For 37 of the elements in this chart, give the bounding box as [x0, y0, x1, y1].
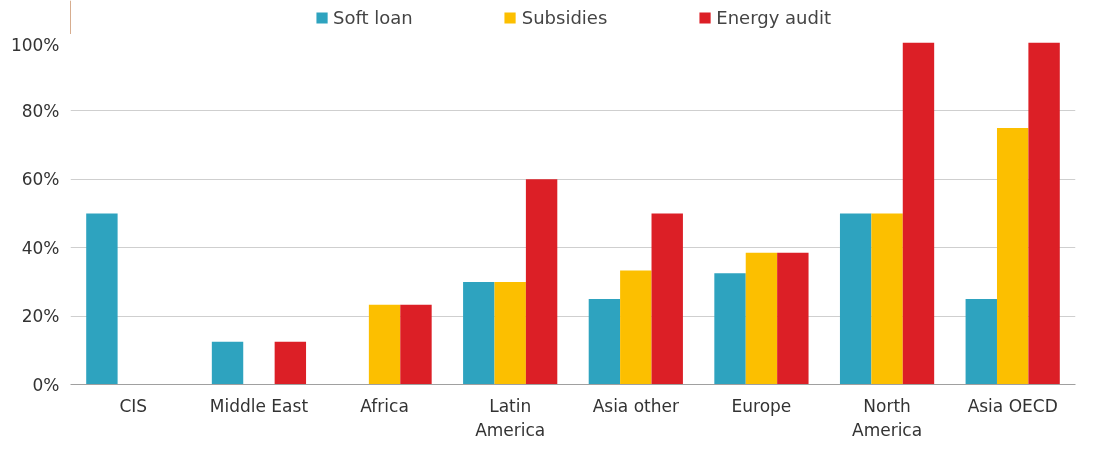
bar [494, 281, 526, 385]
bar [86, 213, 118, 385]
y-tick-label: 100% [10, 34, 60, 55]
bar [400, 304, 432, 385]
bar [714, 273, 746, 385]
x-tick-label: Europe [731, 395, 792, 416]
bar [620, 270, 652, 385]
bar [965, 299, 997, 385]
bar [211, 341, 244, 385]
y-tick-label: 40% [21, 237, 60, 258]
bar [839, 213, 872, 385]
bar [996, 128, 1029, 385]
bar [871, 213, 903, 385]
bar [463, 281, 495, 385]
bar [651, 213, 683, 385]
bar [745, 252, 778, 385]
bar [368, 304, 401, 385]
x-tick-label: CIS [119, 395, 148, 416]
bar [902, 42, 935, 385]
legend-label: Soft loan [333, 6, 413, 28]
x-tick-label: Middle East [209, 395, 309, 416]
x-tick-label: North America [852, 395, 923, 440]
bar [525, 179, 558, 385]
legend-label: Subsidies [521, 6, 608, 28]
y-tick-label: 0% [32, 374, 60, 395]
x-tick-label: Asia other [592, 395, 679, 416]
y-tick-label: 80% [21, 100, 60, 121]
x-tick-label: Latin America [475, 395, 546, 440]
y-tick-label: 60% [21, 169, 60, 190]
y-tick-label: 20% [21, 306, 60, 327]
x-tick-label: Asia OECD [967, 395, 1058, 416]
x-tick-label: Africa [360, 395, 409, 416]
bar [588, 299, 621, 385]
bar [274, 341, 307, 385]
legend-label: Energy audit [716, 6, 831, 28]
bar [1028, 42, 1060, 385]
bar [777, 252, 809, 385]
